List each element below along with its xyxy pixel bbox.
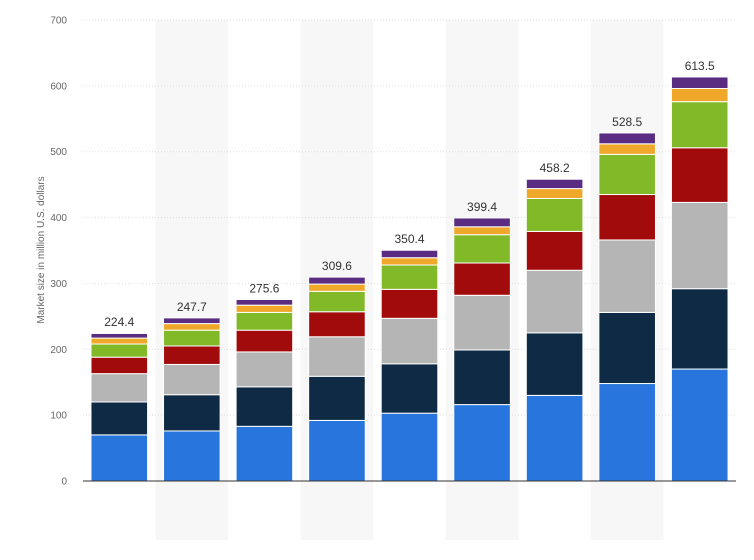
bar-segment-series-1 — [525, 394, 584, 482]
bar-segment-series-6 — [163, 323, 221, 331]
y-axis-label: Market size in million U.S. dollars — [36, 176, 47, 323]
bar-segment-series-4 — [235, 329, 294, 353]
bar-segment-series-7 — [670, 76, 729, 89]
bar-segment-series-6 — [598, 143, 656, 155]
total-label: 224.4 — [104, 315, 134, 329]
y-tick-label: 300 — [50, 279, 67, 290]
bar-segment-series-3 — [308, 336, 366, 377]
bar-segment-series-1 — [308, 419, 366, 482]
bar-segment-series-4 — [453, 262, 511, 296]
bar-segment-series-3 — [235, 351, 294, 388]
bar-segment-series-4 — [163, 345, 221, 365]
y-axis-ticks: 0 100 200 300 400 500 600 700 — [50, 16, 67, 488]
bar-segment-series-1 — [380, 412, 439, 482]
bar-segment-series-2 — [308, 375, 366, 421]
bar-segment-series-1 — [670, 368, 729, 482]
total-label: 247.7 — [177, 300, 207, 314]
bar-segment-series-7 — [308, 276, 366, 285]
y-tick-label: 0 — [61, 477, 67, 488]
bar-segment-series-5 — [90, 343, 149, 358]
bar-segment-series-6 — [453, 226, 511, 236]
bar-segment-series-3 — [90, 373, 149, 403]
bar-segment-series-4 — [598, 194, 656, 241]
bar-segment-series-7 — [380, 249, 439, 259]
bar-segment-series-6 — [525, 188, 584, 199]
y-tick-label: 700 — [50, 16, 67, 27]
bar-segment-series-4 — [308, 311, 366, 338]
bar-segment-series-5 — [380, 264, 439, 290]
y-tick-label: 200 — [50, 345, 67, 356]
total-label: 350.4 — [394, 232, 424, 246]
total-label: 613.5 — [685, 59, 715, 73]
bar-segment-series-6 — [308, 283, 366, 292]
bar-segment-series-5 — [308, 290, 366, 313]
bar-segment-series-6 — [670, 87, 729, 103]
bar-segment-series-2 — [90, 401, 149, 436]
bar-segment-series-5 — [598, 153, 656, 196]
bar-segment-series-3 — [380, 317, 439, 365]
bar-segment-series-4 — [90, 356, 149, 375]
bar-segment-series-2 — [380, 363, 439, 414]
bar-segment-series-1 — [90, 434, 149, 482]
bar-segment-series-2 — [163, 394, 221, 432]
bar-segment-series-7 — [235, 298, 294, 306]
bar-segment-series-2 — [525, 332, 584, 396]
bar-segment-series-4 — [525, 230, 584, 271]
y-tick-label: 100 — [50, 411, 67, 422]
bar-segment-series-3 — [453, 294, 511, 351]
bar-segment-series-7 — [525, 178, 584, 190]
bar-segment-series-5 — [163, 329, 221, 347]
bar-segment-series-6 — [235, 304, 294, 313]
total-label: 309.6 — [322, 259, 352, 273]
total-label: 399.4 — [467, 200, 497, 214]
total-labels: 224.4 247.7 275.6 309.6 350.4 399.4 458.2 528.5… — [104, 59, 715, 329]
total-label: 528.5 — [612, 115, 642, 129]
bar-segment-series-2 — [598, 311, 656, 385]
bar-segment-series-1 — [598, 383, 656, 482]
bar-segment-series-2 — [670, 288, 729, 370]
y-tick-label: 400 — [50, 213, 67, 224]
bar-segment-series-3 — [163, 363, 221, 396]
y-tick-label: 500 — [50, 147, 67, 158]
bar-segment-series-3 — [670, 201, 729, 290]
bar-segment-series-4 — [380, 288, 439, 319]
bar-segment-series-7 — [598, 132, 656, 145]
bar-segment-series-3 — [525, 269, 584, 334]
bars — [90, 76, 729, 482]
bar-segment-series-5 — [235, 311, 294, 331]
bar-segment-series-2 — [453, 349, 511, 406]
bar-segment-series-5 — [670, 101, 729, 149]
bar-segment-series-7 — [90, 332, 149, 339]
bar-segment-series-4 — [670, 147, 729, 203]
bar-segment-series-7 — [453, 217, 511, 228]
bar-segment-series-5 — [453, 234, 511, 264]
bar-segment-series-6 — [90, 337, 149, 345]
bar-segment-series-5 — [525, 197, 584, 232]
bar-segment-series-1 — [163, 430, 221, 482]
total-label: 458.2 — [540, 161, 570, 175]
bar-segment-series-2 — [235, 386, 294, 427]
bar-segment-series-6 — [380, 257, 439, 266]
total-label: 275.6 — [249, 281, 279, 295]
bar-segment-series-7 — [163, 317, 221, 325]
bar-segment-series-3 — [598, 239, 656, 313]
bar-segment-series-1 — [235, 425, 294, 482]
y-tick-label: 600 — [50, 81, 67, 92]
bar-segment-series-1 — [453, 404, 511, 482]
